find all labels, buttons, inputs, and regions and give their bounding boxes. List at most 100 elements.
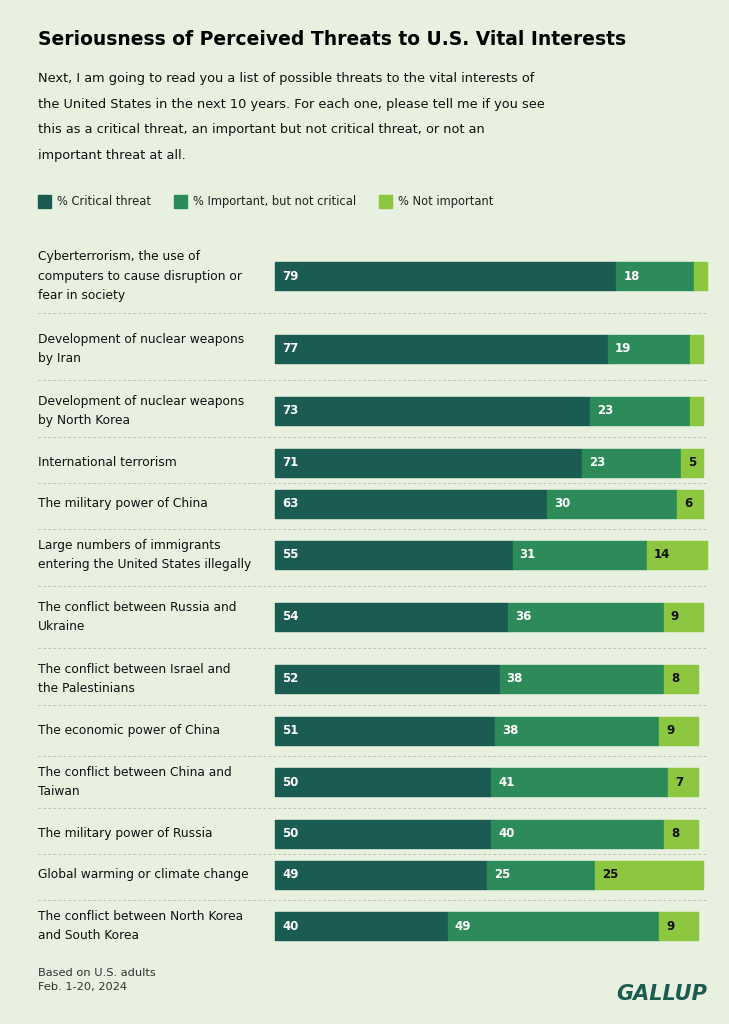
Text: 49: 49 — [455, 920, 472, 933]
Bar — [664, 665, 698, 693]
Text: 18: 18 — [623, 270, 639, 283]
Text: this as a critical threat, an important but not critical threat, or not an: this as a critical threat, an important … — [38, 123, 485, 136]
Text: 25: 25 — [601, 868, 618, 881]
Text: % Critical threat: % Critical threat — [57, 196, 151, 209]
Text: 51: 51 — [282, 724, 298, 737]
Text: 25: 25 — [494, 868, 510, 881]
Text: by Iran: by Iran — [38, 352, 81, 366]
Bar — [681, 449, 703, 476]
Text: 38: 38 — [507, 673, 523, 685]
Bar — [590, 397, 690, 425]
Bar — [664, 819, 698, 848]
Text: Large numbers of immigrants: Large numbers of immigrants — [38, 539, 221, 552]
Text: The conflict between North Korea: The conflict between North Korea — [38, 909, 243, 923]
Bar — [38, 196, 51, 209]
Text: 8: 8 — [671, 827, 679, 840]
Bar — [275, 665, 499, 693]
Bar — [275, 262, 616, 291]
Bar — [379, 196, 391, 209]
Text: 7: 7 — [675, 775, 683, 788]
Text: 14: 14 — [653, 549, 670, 561]
Text: 23: 23 — [597, 404, 614, 418]
Bar — [647, 541, 707, 569]
Text: 9: 9 — [671, 610, 679, 624]
Text: 49: 49 — [282, 868, 298, 881]
Text: The conflict between Russia and: The conflict between Russia and — [38, 601, 236, 613]
Bar — [690, 335, 703, 362]
Bar — [275, 717, 495, 744]
Bar — [547, 489, 677, 517]
Bar — [512, 541, 647, 569]
Text: Global warming or climate change: Global warming or climate change — [38, 868, 249, 881]
Text: The economic power of China: The economic power of China — [38, 724, 220, 737]
Text: GALLUP: GALLUP — [616, 984, 707, 1004]
Bar — [491, 819, 664, 848]
Bar — [275, 768, 491, 796]
Text: 63: 63 — [282, 497, 298, 510]
Bar — [275, 541, 512, 569]
Text: Next, I am going to read you a list of possible threats to the vital interests o: Next, I am going to read you a list of p… — [38, 72, 534, 85]
Text: Development of nuclear weapons: Development of nuclear weapons — [38, 394, 244, 408]
Text: % Not important: % Not important — [398, 196, 494, 209]
Bar — [275, 819, 491, 848]
Text: 52: 52 — [282, 673, 298, 685]
Text: Seriousness of Perceived Threats to U.S. Vital Interests: Seriousness of Perceived Threats to U.S.… — [38, 30, 626, 49]
Text: 38: 38 — [502, 724, 519, 737]
Bar — [275, 912, 448, 940]
Text: The military power of China: The military power of China — [38, 497, 208, 510]
Text: % Important, but not critical: % Important, but not critical — [192, 196, 356, 209]
Bar — [275, 335, 608, 362]
Text: The military power of Russia: The military power of Russia — [38, 827, 212, 840]
Text: 40: 40 — [498, 827, 515, 840]
Bar — [664, 603, 703, 631]
Text: by North Korea: by North Korea — [38, 415, 130, 427]
Bar — [677, 489, 703, 517]
Text: 6: 6 — [684, 497, 692, 510]
Bar — [694, 262, 707, 291]
Text: 19: 19 — [615, 342, 631, 355]
Text: and South Korea: and South Korea — [38, 929, 139, 942]
Bar — [275, 603, 508, 631]
Bar — [275, 860, 487, 889]
Bar — [668, 768, 698, 796]
Text: The conflict between China and: The conflict between China and — [38, 766, 232, 778]
Text: 9: 9 — [666, 724, 675, 737]
Text: 9: 9 — [666, 920, 675, 933]
Text: computers to cause disruption or: computers to cause disruption or — [38, 270, 242, 283]
Bar — [595, 860, 703, 889]
Text: International terrorism: International terrorism — [38, 456, 176, 469]
Text: the United States in the next 10 years. For each one, please tell me if you see: the United States in the next 10 years. … — [38, 97, 545, 111]
Text: Cyberterrorism, the use of: Cyberterrorism, the use of — [38, 251, 200, 263]
Text: 31: 31 — [520, 549, 536, 561]
Bar — [508, 603, 664, 631]
Text: 71: 71 — [282, 456, 298, 469]
Text: Taiwan: Taiwan — [38, 785, 79, 799]
Text: 54: 54 — [282, 610, 298, 624]
Text: 36: 36 — [515, 610, 531, 624]
Bar — [690, 397, 703, 425]
Bar — [660, 717, 698, 744]
Text: Ukraine: Ukraine — [38, 621, 85, 633]
Bar — [660, 912, 698, 940]
Text: 77: 77 — [282, 342, 298, 355]
Bar — [448, 912, 660, 940]
Text: 23: 23 — [589, 456, 605, 469]
Bar — [495, 717, 660, 744]
Bar — [487, 860, 595, 889]
Text: 50: 50 — [282, 775, 298, 788]
Text: fear in society: fear in society — [38, 290, 125, 302]
Bar — [174, 196, 187, 209]
Bar — [582, 449, 681, 476]
Text: important threat at all.: important threat at all. — [38, 148, 186, 162]
Bar — [491, 768, 668, 796]
Text: The conflict between Israel and: The conflict between Israel and — [38, 663, 230, 676]
Text: 41: 41 — [498, 775, 515, 788]
Bar — [275, 397, 590, 425]
Text: the Palestinians: the Palestinians — [38, 682, 135, 695]
Text: Development of nuclear weapons: Development of nuclear weapons — [38, 333, 244, 346]
Text: entering the United States illegally: entering the United States illegally — [38, 558, 252, 571]
Bar — [275, 449, 582, 476]
Text: 8: 8 — [671, 673, 679, 685]
Text: 79: 79 — [282, 270, 298, 283]
Bar — [608, 335, 690, 362]
